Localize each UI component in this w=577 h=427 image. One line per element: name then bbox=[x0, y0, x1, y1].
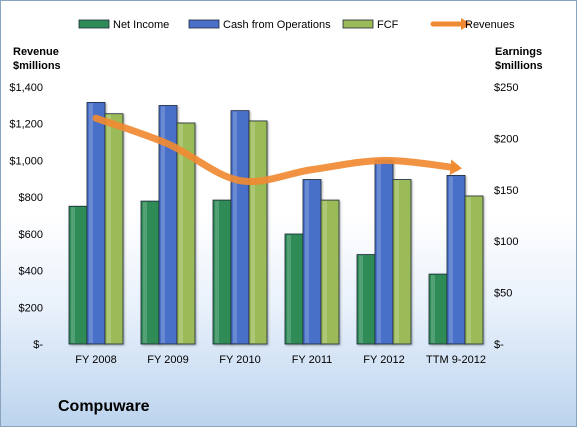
left-axis-ticks: $- $200 $400 $600 $800 $1,000 $1,200 $1,400 bbox=[9, 82, 43, 351]
legend-label-fcf: FCF bbox=[377, 19, 399, 31]
right-axis-title-line-1: Earnings bbox=[495, 46, 543, 58]
bar-highlight bbox=[161, 106, 165, 343]
left-axis-title-line-1: Revenue bbox=[13, 46, 59, 58]
right-tick-label: $100 bbox=[494, 236, 518, 248]
legend-swatch-fcf bbox=[342, 19, 374, 29]
bar-highlight bbox=[305, 180, 309, 343]
right-axis-title-line-2: $millions bbox=[495, 60, 543, 72]
left-tick-label: $800 bbox=[19, 192, 43, 204]
bar-highlight bbox=[323, 201, 327, 343]
legend-arrowhead bbox=[461, 18, 471, 30]
bar-highlight bbox=[233, 111, 237, 343]
revenues-arrowhead bbox=[449, 159, 462, 176]
bar-fcf bbox=[176, 122, 196, 345]
bar-highlight bbox=[377, 160, 381, 343]
left-tick-label: $1,000 bbox=[9, 155, 43, 167]
bar-highlight bbox=[71, 207, 75, 343]
bar-highlight bbox=[449, 176, 453, 343]
x-tick-label: TTM 9-2012 bbox=[426, 354, 486, 366]
right-tick-label: $200 bbox=[494, 133, 518, 145]
x-tick-label: FY 2008 bbox=[75, 354, 116, 366]
legend: Net Income Cash from Operations FCF Revenue… bbox=[78, 18, 515, 31]
left-tick-label: $- bbox=[33, 339, 43, 351]
left-axis-title-line-2: $millions bbox=[13, 60, 61, 72]
revenue-line-layer bbox=[92, 114, 462, 185]
bar-highlight bbox=[89, 103, 93, 343]
bar-highlight bbox=[359, 255, 363, 343]
x-tick-label: FY 2010 bbox=[219, 354, 260, 366]
bar-fcf bbox=[104, 113, 124, 345]
legend-label-net-income: Net Income bbox=[113, 19, 169, 31]
x-tick-label: FY 2011 bbox=[292, 354, 333, 366]
bar-fcf bbox=[248, 120, 268, 345]
bar-fcf bbox=[464, 195, 484, 345]
company-label: Compuware bbox=[58, 398, 150, 415]
left-tick-label: $1,400 bbox=[9, 82, 43, 94]
x-tick-label: FY 2012 bbox=[363, 354, 404, 366]
x-axis-ticks: FY 2008 FY 2009 FY 2010 FY 2011 FY 2012 TTM 9… bbox=[75, 354, 486, 366]
bar-fcf bbox=[392, 179, 412, 345]
x-tick-label: FY 2009 bbox=[147, 354, 188, 366]
bar-highlight bbox=[467, 196, 471, 343]
legend-swatch-cash-from-operations bbox=[188, 19, 220, 29]
revenues-line bbox=[92, 114, 460, 185]
bar-highlight bbox=[215, 201, 219, 343]
bar-highlight bbox=[107, 114, 111, 343]
left-tick-label: $400 bbox=[19, 266, 43, 278]
bar-highlight bbox=[251, 121, 255, 343]
bar-highlight bbox=[395, 180, 399, 343]
left-tick-label: $600 bbox=[19, 229, 43, 241]
bars bbox=[68, 102, 484, 345]
bar-highlight bbox=[431, 275, 435, 343]
bar-highlight bbox=[179, 123, 183, 343]
legend-label-revenues: Revenues bbox=[465, 19, 515, 31]
right-tick-label: $50 bbox=[494, 288, 512, 300]
bar-highlight bbox=[143, 202, 147, 343]
bar-fcf bbox=[320, 199, 340, 345]
bar-highlight bbox=[287, 235, 291, 343]
left-tick-label: $1,200 bbox=[9, 119, 43, 131]
right-axis-ticks: $- $50 $100 $150 $200 $250 bbox=[494, 82, 518, 351]
right-tick-label: $150 bbox=[494, 185, 518, 197]
left-axis-title: Revenue $millions bbox=[13, 45, 61, 73]
right-tick-label: $250 bbox=[494, 82, 518, 94]
left-tick-label: $200 bbox=[19, 302, 43, 314]
legend-label-cash-from-operations: Cash from Operations bbox=[223, 19, 331, 31]
legend-swatch-net-income bbox=[78, 19, 110, 29]
right-tick-label: $- bbox=[494, 339, 504, 351]
right-axis-title: Earnings $millions bbox=[495, 45, 543, 73]
